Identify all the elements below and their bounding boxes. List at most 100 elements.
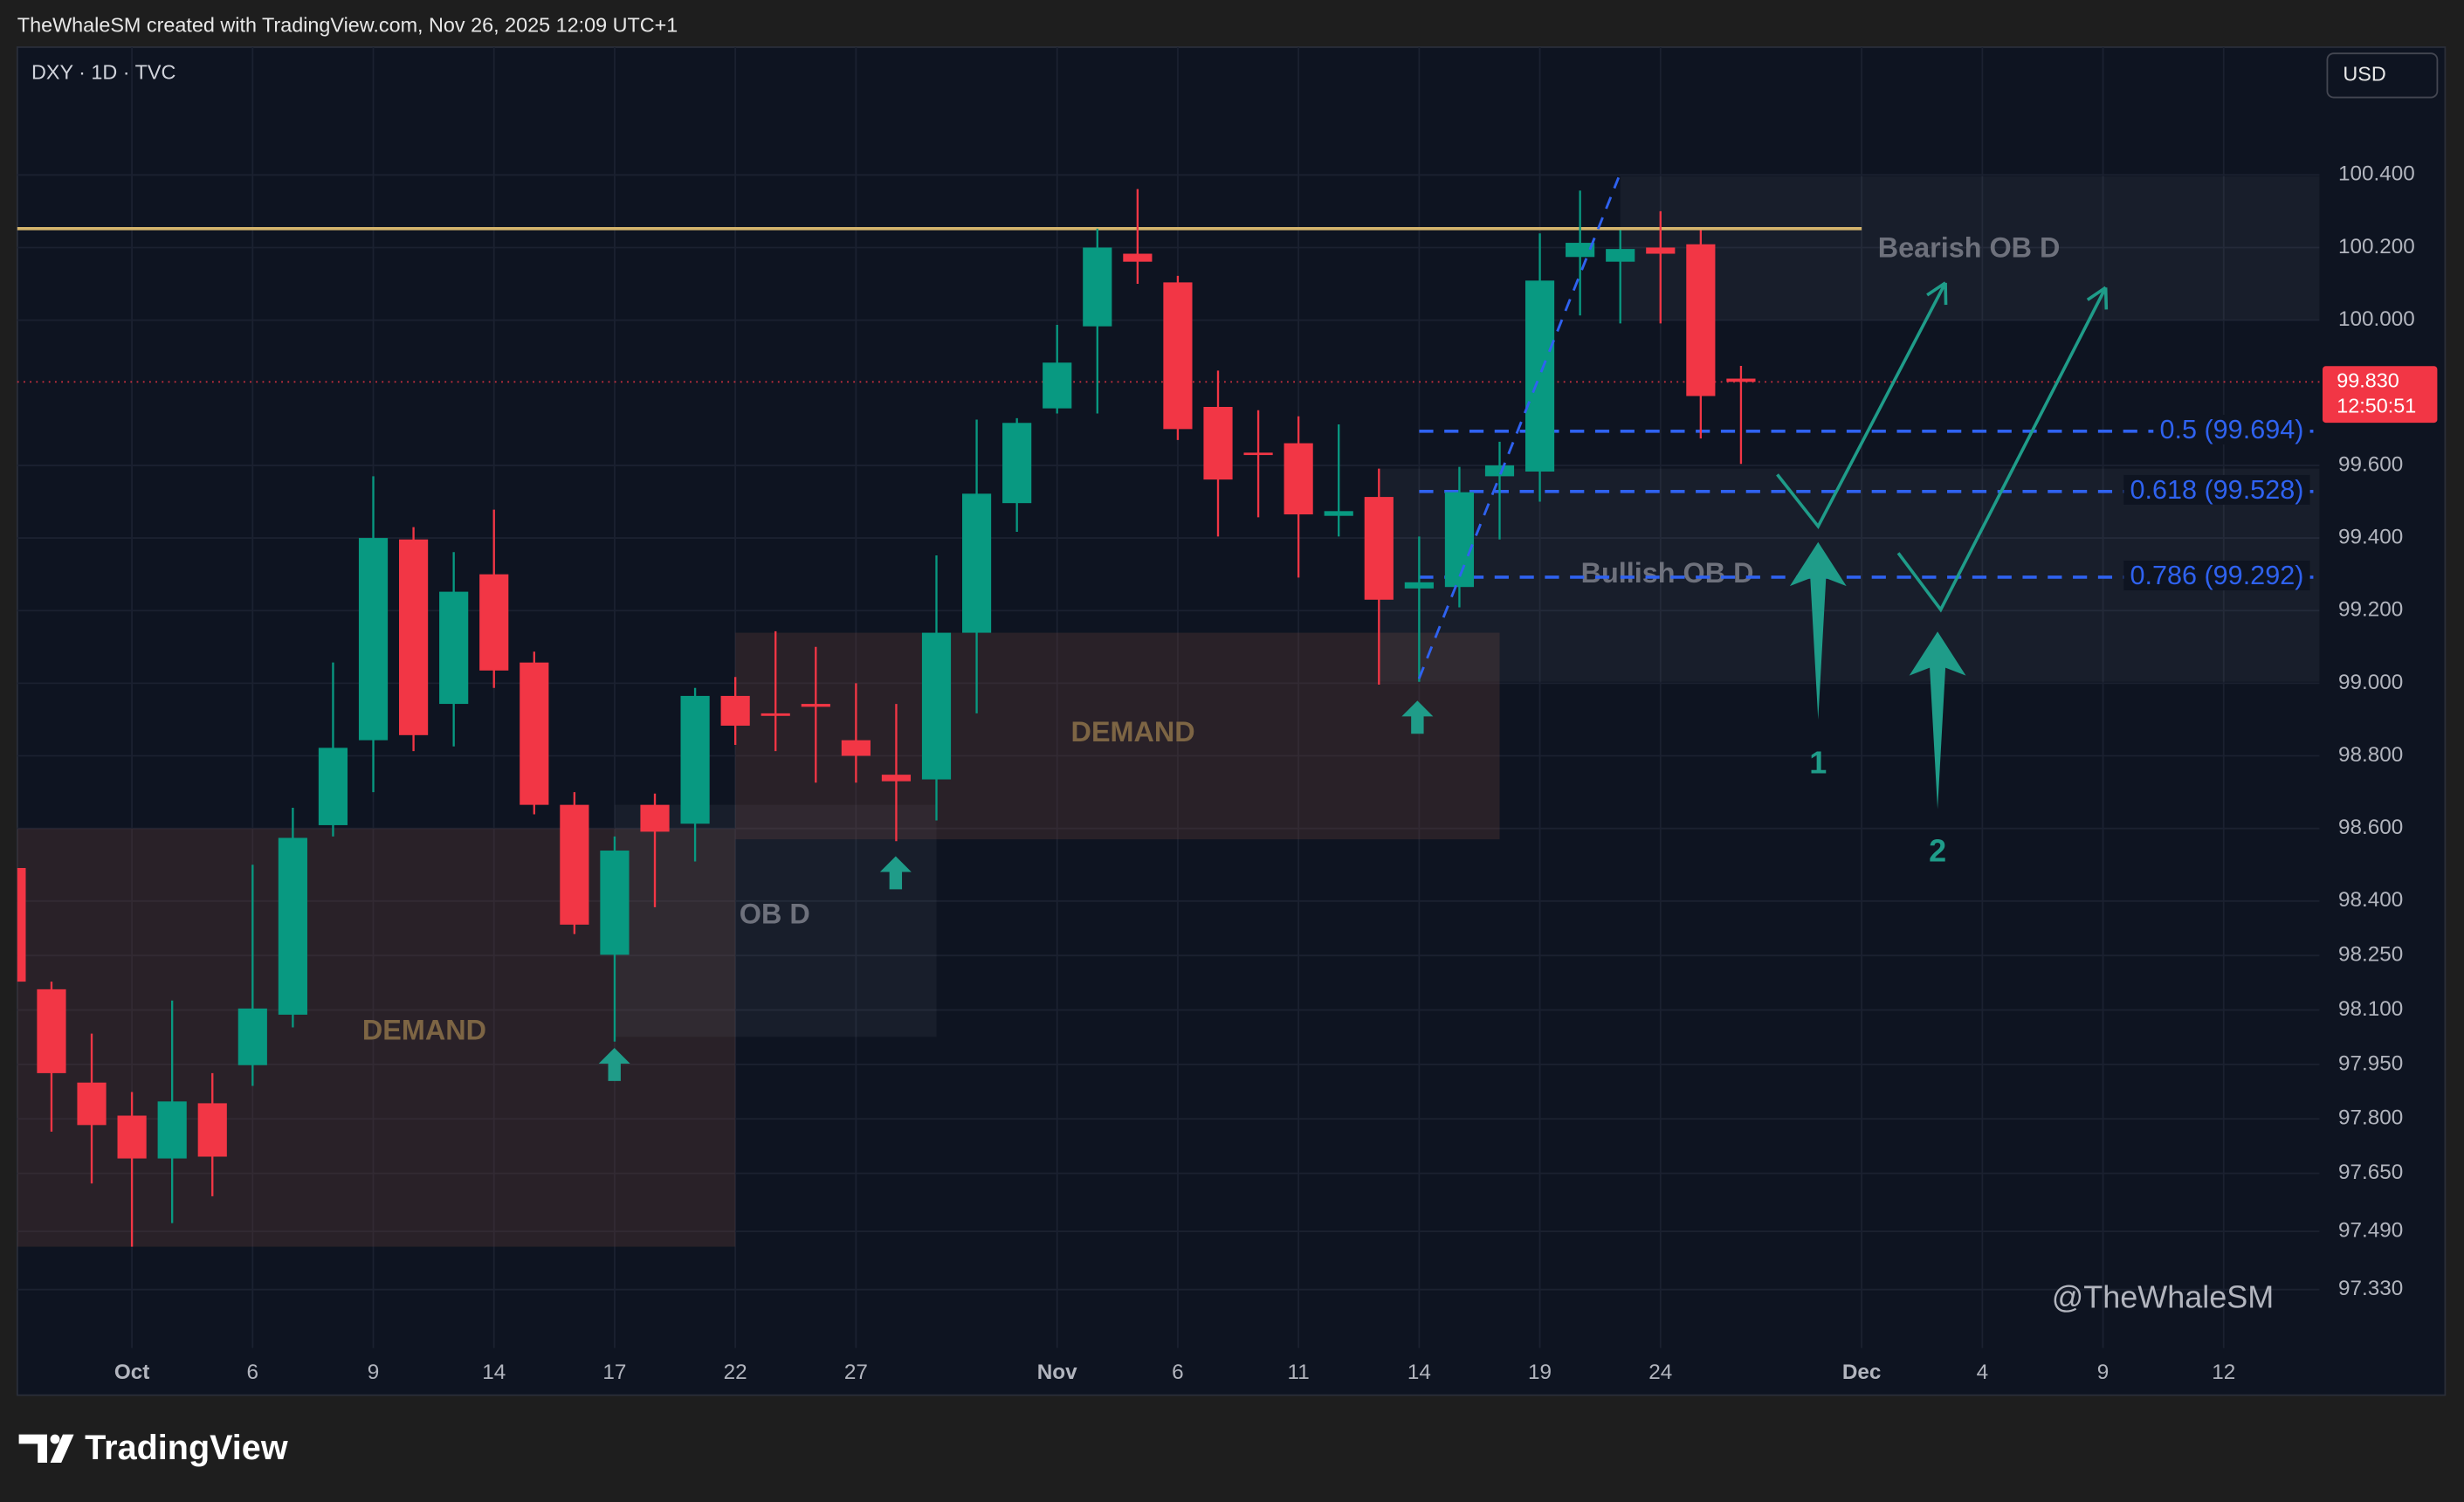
candle-body <box>1043 362 1072 409</box>
candle-body <box>881 775 912 782</box>
last-price-tag <box>2323 366 2438 424</box>
y-tick-label: 97.330 <box>2338 1277 2403 1300</box>
candle-body <box>278 837 307 1015</box>
candle-body <box>117 1115 147 1159</box>
x-tick-label: 9 <box>2097 1361 2110 1384</box>
candle-body <box>157 1101 187 1159</box>
projection-label: 2 <box>1929 832 1946 868</box>
x-tick-label: 17 <box>602 1361 626 1384</box>
x-tick-label: 14 <box>482 1361 506 1384</box>
candle-body <box>1444 492 1475 588</box>
candle-body <box>600 851 630 955</box>
candle-body <box>1646 247 1676 254</box>
x-tick-label: Oct <box>114 1361 149 1384</box>
x-tick-label: 22 <box>724 1361 747 1384</box>
x-tick-label: 6 <box>247 1361 259 1384</box>
fib-label-bg <box>2153 414 2310 444</box>
projection-arrow <box>1789 541 1847 720</box>
zone-label: OB D <box>740 898 810 929</box>
projection-label: 1 <box>1809 745 1827 781</box>
y-tick-label: 99.400 <box>2338 525 2403 548</box>
candle-body <box>1364 497 1394 600</box>
candle-body <box>1566 243 1595 258</box>
candle-body <box>921 632 952 780</box>
candle-body <box>1324 511 1353 516</box>
zones: DEMAND OB D DEMAND Bullish OB D Bearish OB D <box>17 176 2320 1247</box>
logo-text: TradingView <box>85 1429 288 1467</box>
signal-arrow <box>598 1048 630 1081</box>
candle-body <box>1404 582 1434 589</box>
candle-body <box>1525 280 1555 472</box>
candle-body <box>399 539 429 735</box>
candle-body <box>1002 423 1032 504</box>
candle-body <box>720 695 750 727</box>
zone <box>735 632 1500 840</box>
y-tick-label: 98.400 <box>2338 888 2403 912</box>
x-tick-label: 9 <box>368 1361 380 1384</box>
fib-label-bg <box>2123 474 2310 505</box>
fib-label-bg <box>2123 561 2310 591</box>
header: TheWhaleSM created with TradingView.com,… <box>17 14 678 37</box>
signal-arrow <box>1401 700 1434 734</box>
x-tick-label: Nov <box>1037 1361 1077 1384</box>
fib-label: 0.618 (99.528) <box>2130 475 2303 505</box>
candle-body <box>237 1008 267 1065</box>
candle-body <box>841 740 871 756</box>
candles <box>17 189 1756 1247</box>
fib-label: 0.5 (99.694) <box>2159 415 2303 444</box>
candle-body <box>1726 378 1756 382</box>
x-tick-label: 4 <box>1977 1361 1989 1384</box>
zone-label: Bullish OB D <box>1581 557 1754 589</box>
zone-label: DEMAND <box>362 1015 486 1046</box>
y-tick-label: 99.200 <box>2338 598 2403 622</box>
candle-body <box>801 704 830 707</box>
x-tick-label: 24 <box>1648 1361 1672 1384</box>
candle-body <box>1083 247 1112 327</box>
y-tick-label: 99.600 <box>2338 452 2403 476</box>
countdown-label: 12:50:51 <box>2337 394 2416 417</box>
candle-body <box>197 1103 227 1157</box>
projection-arrowhead <box>1926 281 1947 297</box>
x-tick-label: 14 <box>1408 1361 1431 1384</box>
x-tick-label: 12 <box>2212 1361 2235 1384</box>
candle-body <box>77 1082 107 1126</box>
logo-mark <box>50 1434 60 1444</box>
candle-body <box>761 713 790 716</box>
candle-body <box>1243 452 1273 456</box>
candle-body <box>479 574 509 671</box>
zone <box>614 804 937 1037</box>
candle-body <box>318 748 348 825</box>
x-tick-label: 11 <box>1288 1361 1310 1384</box>
currency-button[interactable] <box>2326 52 2439 99</box>
candle-body <box>358 538 389 741</box>
x-tick-label: Dec <box>1842 1361 1882 1384</box>
tradingview-logo: TradingView <box>18 1429 288 1467</box>
candle-body <box>520 662 549 805</box>
last-price-label: 99.830 <box>2337 369 2399 391</box>
drawings: 12 <box>598 176 2109 1081</box>
candle-body <box>680 695 710 824</box>
trend-line <box>1417 176 1621 679</box>
symbol-title: DXY · 1D · TVC <box>31 61 176 84</box>
currency-label[interactable]: USD <box>2343 63 2385 86</box>
watermark: @TheWhaleSM <box>2052 1278 2274 1314</box>
y-tick-label: 97.800 <box>2338 1106 2403 1130</box>
y-tick-label: 100.000 <box>2338 307 2415 331</box>
candle-body <box>37 989 66 1073</box>
candle-body <box>640 804 670 832</box>
x-tick-label: 19 <box>1528 1361 1552 1384</box>
y-tick-label: 97.950 <box>2338 1051 2403 1075</box>
x-tick-label: 6 <box>1172 1361 1184 1384</box>
projection-path <box>1896 286 2108 613</box>
y-tick-label: 100.200 <box>2338 235 2415 258</box>
y-tick-label: 97.650 <box>2338 1161 2403 1184</box>
projection-arrowhead <box>2103 287 2109 310</box>
projection-arrowhead <box>2086 286 2107 301</box>
y-tick-label: 98.100 <box>2338 997 2403 1021</box>
zone <box>1620 176 2320 320</box>
candle-body <box>439 591 469 705</box>
candle-body <box>17 867 26 982</box>
candle-body <box>961 493 992 633</box>
